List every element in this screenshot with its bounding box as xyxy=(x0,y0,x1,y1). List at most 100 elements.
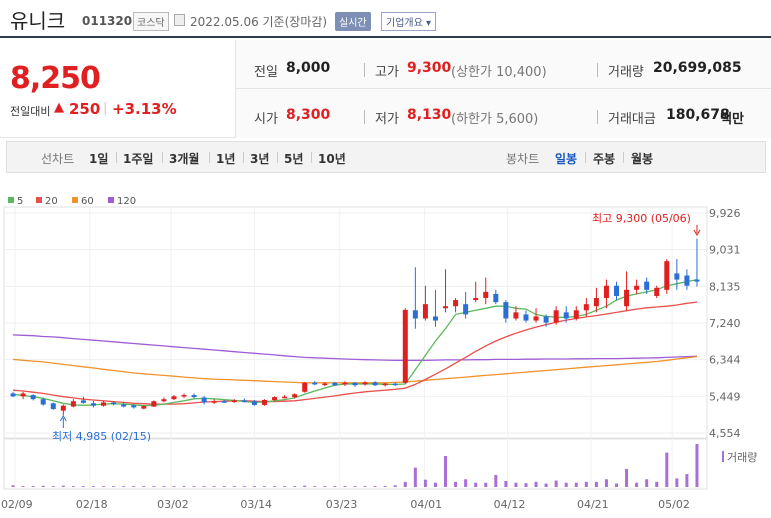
candle-body xyxy=(151,401,157,407)
candle-body xyxy=(231,400,237,403)
candle-body xyxy=(302,382,308,392)
volume-bar xyxy=(564,482,568,487)
volume-bar xyxy=(474,482,478,487)
period-3m[interactable]: 3개월 xyxy=(169,152,200,166)
volume-bar xyxy=(363,486,367,487)
volume-bar xyxy=(604,479,608,487)
trade-value: 180,678 xyxy=(666,107,730,123)
candle-weekly[interactable]: 주봉 xyxy=(593,152,616,166)
legend-label: 5 xyxy=(17,196,24,207)
low-arrow-head xyxy=(59,415,67,422)
candle-body xyxy=(493,293,499,303)
cell-divider xyxy=(597,63,598,77)
legend-ma5: 5 xyxy=(8,196,23,207)
ma-line-ma60 xyxy=(12,355,698,384)
volume-bar xyxy=(635,482,639,487)
volume-bar xyxy=(645,479,649,487)
volume-bar xyxy=(423,479,427,487)
volume-bar xyxy=(323,486,327,487)
change-label: 전일대비 xyxy=(10,105,51,118)
candle-body xyxy=(372,382,378,386)
candle-body xyxy=(90,403,96,406)
candle-body xyxy=(80,400,86,403)
candle-body xyxy=(563,312,569,319)
candle-body xyxy=(362,382,368,385)
candle-body xyxy=(674,273,680,280)
candle-body xyxy=(30,395,36,400)
y-tick-label: 5,449 xyxy=(709,390,741,403)
volume-bar xyxy=(393,485,397,487)
candle-body xyxy=(171,396,177,400)
candle-body xyxy=(513,312,519,319)
y-tick-label: 6,344 xyxy=(709,354,741,367)
prev-close-label: 전일 xyxy=(254,65,278,80)
candle-body xyxy=(694,279,700,282)
volume-bar xyxy=(172,486,176,487)
candle-body xyxy=(20,393,26,397)
realtime-button[interactable]: 실시간 xyxy=(335,12,371,31)
volume-bar xyxy=(142,486,146,487)
volume-bar xyxy=(202,486,206,487)
volume-bar xyxy=(303,485,307,487)
candle-body xyxy=(10,393,16,397)
candle-body xyxy=(603,285,609,299)
volume-bar xyxy=(625,468,629,487)
change-value: 250 xyxy=(69,100,101,118)
high-annotation: 최고 9,300 (05/06) xyxy=(592,212,691,225)
candle-body xyxy=(624,289,630,307)
cell-divider xyxy=(597,110,598,124)
period-1w[interactable]: 1주일 xyxy=(123,152,154,166)
volume-bar xyxy=(273,486,277,487)
candle-body xyxy=(60,405,66,411)
ma-line-ma20 xyxy=(12,301,698,405)
volume-bar xyxy=(464,479,468,487)
volume-bar xyxy=(524,483,528,487)
candle-body xyxy=(141,406,147,409)
x-tick-label: 03/23 xyxy=(326,498,358,511)
trade-value-unit: 백만 xyxy=(720,112,744,127)
volume-bar xyxy=(544,483,548,487)
volume-bar xyxy=(222,486,226,487)
period-10y[interactable]: 10년 xyxy=(318,152,346,166)
legend-swatch xyxy=(36,197,42,203)
candle-body xyxy=(614,285,620,296)
y-tick-label: 7,240 xyxy=(709,317,741,330)
volume-bar xyxy=(81,486,85,487)
company-overview-button[interactable]: 기업개요 ▾ xyxy=(381,12,437,31)
period-1y[interactable]: 1년 xyxy=(216,152,236,166)
legend-label: 60 xyxy=(81,196,94,207)
volume-bar xyxy=(413,467,417,487)
low-annotation: 최저 4,985 (02/15) xyxy=(52,430,151,443)
period-3y[interactable]: 3년 xyxy=(250,152,270,166)
period-1d[interactable]: 1일 xyxy=(89,152,109,166)
legend-ma120: 120 xyxy=(108,196,136,207)
volume-bar xyxy=(262,486,266,487)
period-5y[interactable]: 5년 xyxy=(284,152,304,166)
volume-bar xyxy=(232,486,236,487)
stock-header: 유니크 011320 코스닥 2022.05.06 기준(장마감) 실시간 기업… xyxy=(0,0,771,38)
legend-swatch xyxy=(8,197,14,203)
x-tick-label: 04/12 xyxy=(494,498,526,511)
volume-bar xyxy=(102,486,106,487)
legend-ma20: 20 xyxy=(36,196,58,207)
volume-bar xyxy=(41,485,45,487)
x-tick-label: 02/18 xyxy=(76,498,108,511)
volume-bar xyxy=(192,486,196,487)
candle-body xyxy=(221,401,227,403)
volume-value: 20,699,085 xyxy=(653,60,742,76)
period-divider xyxy=(116,152,117,163)
candle-chart-label: 봉차트 xyxy=(506,152,540,166)
trade-value-label: 거래대금 xyxy=(608,112,656,127)
volume-bar xyxy=(534,481,538,487)
y-tick-label: 8,135 xyxy=(709,280,741,293)
low-label: 저가 xyxy=(375,112,399,127)
volume-bar xyxy=(132,486,136,487)
candle-body xyxy=(443,306,449,309)
candle-daily[interactable]: 일봉 xyxy=(555,152,578,166)
legend-swatch xyxy=(72,197,78,203)
candle-body xyxy=(352,382,358,386)
volume-bar xyxy=(293,486,297,487)
candle-monthly[interactable]: 월봉 xyxy=(631,152,654,166)
volume-bar xyxy=(484,482,488,487)
x-tick-label: 05/02 xyxy=(658,498,690,511)
